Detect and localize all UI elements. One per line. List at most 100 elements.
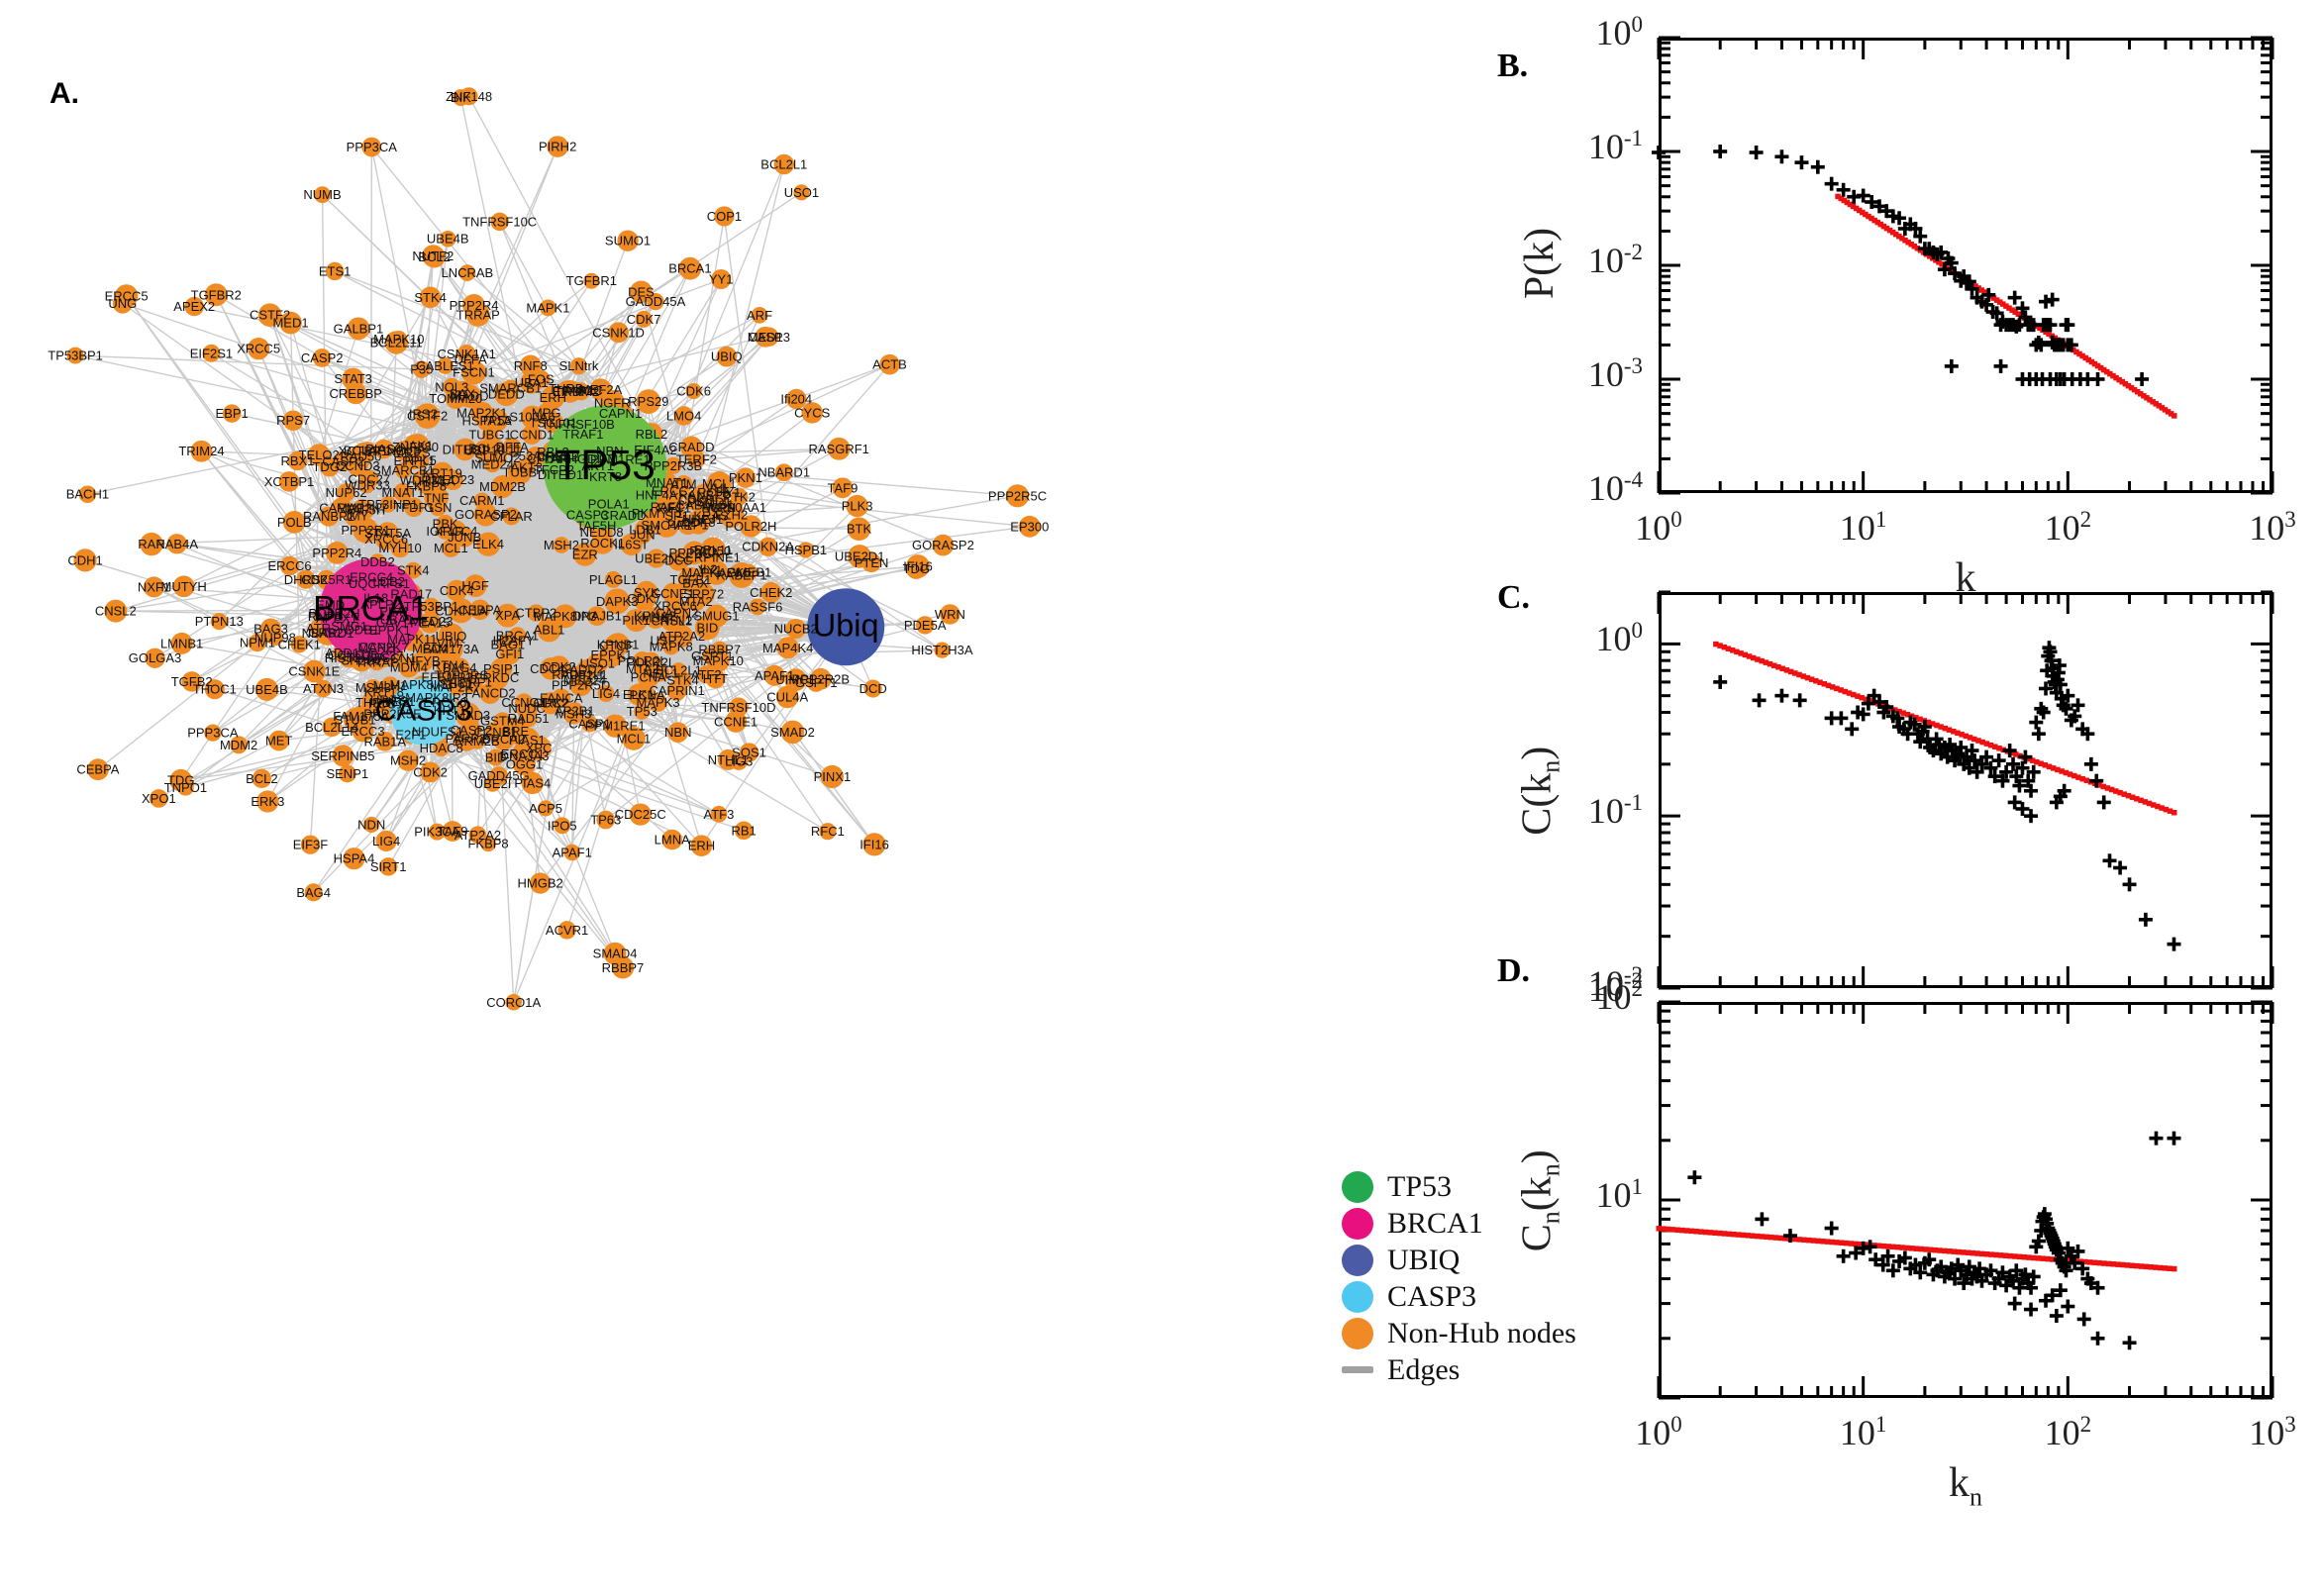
svg-text:GOLGA3: GOLGA3 <box>129 650 181 665</box>
svg-text:CSTF2: CSTF2 <box>407 409 448 424</box>
svg-text:CABLES1: CABLES1 <box>676 498 735 513</box>
svg-text:BRCA1: BRCA1 <box>496 629 539 644</box>
svg-text:EIF2S1: EIF2S1 <box>190 346 233 360</box>
svg-text:TNFRSF10D: TNFRSF10D <box>701 700 775 715</box>
svg-text:CCND3: CCND3 <box>336 458 380 473</box>
svg-text:MAP4K4: MAP4K4 <box>762 641 813 655</box>
svg-text:PKN1: PKN1 <box>729 470 762 485</box>
svg-text:PIRH2: PIRH2 <box>539 140 576 154</box>
svg-text:CHEK2: CHEK2 <box>750 585 792 600</box>
svg-text:IFI16: IFI16 <box>859 837 889 851</box>
svg-text:UBIQ: UBIQ <box>436 629 467 644</box>
svg-text:WDR33: WDR33 <box>345 478 390 493</box>
y-tick-label: 100 <box>1595 12 1644 52</box>
svg-text:UBE2I: UBE2I <box>474 776 512 791</box>
svg-text:USO1: USO1 <box>784 185 819 200</box>
svg-text:TUBG1: TUBG1 <box>468 428 511 443</box>
svg-text:MCL1: MCL1 <box>434 541 468 555</box>
svg-text:SMARCB1: SMARCB1 <box>372 463 435 478</box>
svg-text:NBN: NBN <box>664 725 691 740</box>
legend-item-casp3: CASP3 <box>1342 1278 1576 1315</box>
svg-text:JUN: JUN <box>630 528 655 543</box>
svg-text:ARF: ARF <box>747 308 772 323</box>
legend-item-edges: Edges <box>1342 1351 1576 1388</box>
node-color-swatch <box>1342 1280 1373 1313</box>
svg-text:LMNB1: LMNB1 <box>160 636 203 650</box>
y-tick-label: 10-1 <box>1587 790 1643 832</box>
svg-text:CDK8: CDK8 <box>681 515 716 530</box>
x-tick-label: 100 <box>1635 507 1682 548</box>
svg-text:CDK2: CDK2 <box>542 659 576 674</box>
svg-text:XRCC5: XRCC5 <box>237 342 280 356</box>
legend-item-ubiq: UBIQ <box>1342 1242 1576 1278</box>
svg-text:CRADD: CRADD <box>668 440 714 454</box>
svg-text:BRCA1: BRCA1 <box>313 589 429 628</box>
svg-text:RBBP7: RBBP7 <box>698 643 741 657</box>
panel-d-label: D. <box>1497 952 1531 989</box>
svg-text:DDB2: DDB2 <box>360 554 395 569</box>
svg-text:UBE2D1: UBE2D1 <box>835 549 885 563</box>
svg-text:RASGRF1: RASGRF1 <box>809 442 869 456</box>
svg-text:RBBP7: RBBP7 <box>602 960 645 975</box>
svg-text:BCL2L1: BCL2L1 <box>760 157 807 172</box>
svg-text:STUB1: STUB1 <box>335 712 376 727</box>
svg-text:CDH1: CDH1 <box>67 552 102 567</box>
legend-item-label: TP53 <box>1387 1169 1453 1203</box>
hub-node-casp3 <box>390 678 457 746</box>
svg-text:VHL: VHL <box>705 481 730 496</box>
svg-text:MTA2: MTA2 <box>679 594 713 609</box>
svg-text:MED24: MED24 <box>563 672 606 687</box>
panel-d-y-axis-title: Cn(kn) <box>1514 1149 1566 1252</box>
svg-text:DCD: DCD <box>859 681 887 696</box>
svg-text:PPP2R4: PPP2R4 <box>312 546 361 560</box>
svg-text:PIAS4: PIAS4 <box>365 442 402 456</box>
hub-node-tp53 <box>543 405 667 530</box>
svg-text:PCNA: PCNA <box>629 687 664 702</box>
svg-text:TP53: TP53 <box>555 443 656 489</box>
panel-c-data-svg <box>1657 590 2274 990</box>
svg-text:ERCC1: ERCC1 <box>501 747 545 761</box>
svg-text:MSH2: MSH2 <box>544 538 579 552</box>
data-points <box>1652 145 2150 386</box>
svg-text:SENP1: SENP1 <box>326 766 368 781</box>
y-tick-label: 100 <box>1595 618 1644 659</box>
svg-text:ERK3: ERK3 <box>251 794 284 809</box>
y-tick-label-top: 10-2 <box>1587 968 1643 1009</box>
node-color-swatch <box>1342 1170 1373 1203</box>
svg-text:TFDP1: TFDP1 <box>393 500 434 515</box>
panel-b-data-svg <box>1652 36 2274 495</box>
svg-text:LIG4: LIG4 <box>372 834 400 848</box>
x-tick-label: 101 <box>1839 1412 1887 1452</box>
svg-text:YY1: YY1 <box>709 271 734 286</box>
svg-text:ELK4: ELK4 <box>472 537 504 551</box>
panel-d-x-axis-title: kn <box>1949 1460 1982 1512</box>
svg-text:CDK7: CDK7 <box>627 591 661 606</box>
legend-item-label: BRCA1 <box>1387 1206 1483 1240</box>
svg-text:ATXN3: ATXN3 <box>303 681 344 696</box>
svg-text:RB1: RB1 <box>732 823 757 838</box>
svg-text:BAG4: BAG4 <box>296 885 331 900</box>
svg-text:TRAF1: TRAF1 <box>562 427 603 442</box>
svg-text:SMAD4: SMAD4 <box>593 947 638 961</box>
svg-text:TUBB: TUBB <box>503 465 538 480</box>
svg-text:CASP2: CASP2 <box>301 350 344 365</box>
svg-text:CSNK1E: CSNK1E <box>288 664 340 679</box>
svg-text:CDK4: CDK4 <box>440 583 474 598</box>
svg-text:EBP1: EBP1 <box>216 406 249 421</box>
panel-b-plot: B. 100 10-1 10-2 10-3 10-4 100 101 102 103 P(k) … <box>1465 12 2317 601</box>
svg-text:CREBBP: CREBBP <box>330 386 382 401</box>
svg-text:STK4: STK4 <box>414 290 447 305</box>
svg-text:WRN: WRN <box>935 607 965 622</box>
svg-text:RFC1: RFC1 <box>811 824 845 839</box>
svg-text:BID: BID <box>485 750 507 765</box>
svg-text:UBIQ: UBIQ <box>711 349 743 364</box>
svg-text:CDC25C: CDC25C <box>615 807 666 822</box>
svg-text:BIK: BIK <box>451 90 471 105</box>
svg-text:TRIM24: TRIM24 <box>178 444 224 458</box>
y-tick-label: 10-3 <box>1587 353 1643 394</box>
panel-a-label: A. <box>50 77 79 110</box>
svg-text:ETS1: ETS1 <box>319 263 352 278</box>
svg-text:BCL2: BCL2 <box>246 771 278 786</box>
svg-text:RTN4: RTN4 <box>432 658 465 673</box>
panel-c-label: C. <box>1497 579 1531 616</box>
